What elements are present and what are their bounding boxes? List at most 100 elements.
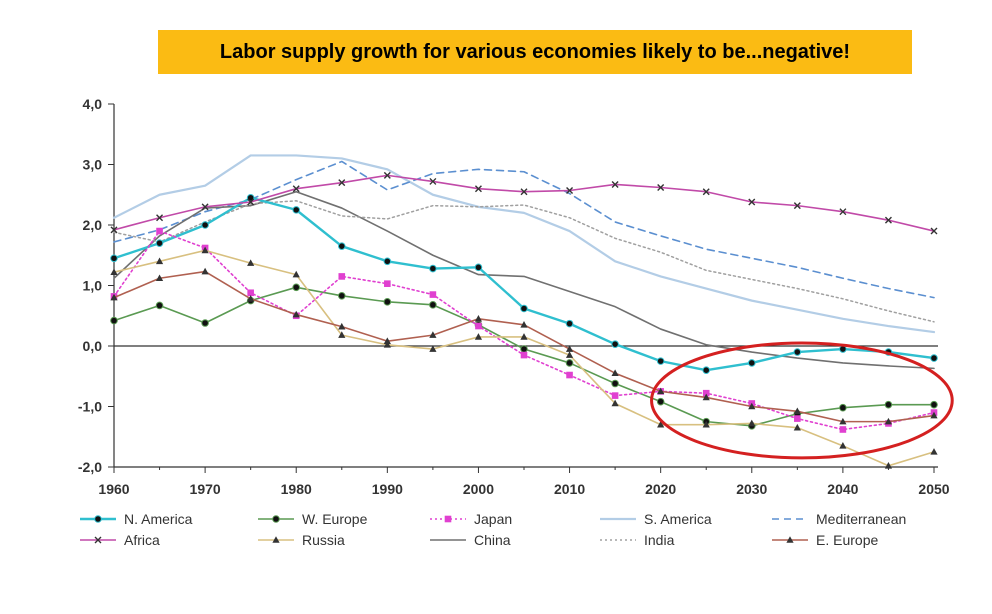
data-point	[930, 400, 938, 409]
data-point	[566, 187, 574, 195]
data-point	[793, 407, 801, 415]
data-point	[565, 351, 574, 358]
data-point	[110, 254, 118, 263]
x-tick-label: 1990	[372, 481, 403, 497]
data-point	[520, 321, 528, 328]
legend-label: Mediterranean	[816, 511, 906, 527]
x-tick-label: 2010	[554, 481, 585, 497]
data-point	[793, 202, 801, 210]
data-point	[839, 417, 847, 425]
y-tick-label: -1,0	[78, 399, 102, 415]
series-e-europe	[110, 267, 938, 425]
x-tick-label: 2000	[463, 481, 494, 497]
series-n-america	[110, 193, 938, 375]
data-point	[338, 179, 346, 187]
data-point	[338, 331, 346, 338]
data-point	[292, 310, 300, 318]
data-point	[429, 177, 437, 185]
data-point	[520, 351, 528, 359]
legend-item: N. America	[80, 511, 193, 527]
data-point	[702, 393, 710, 401]
data-point	[930, 227, 938, 235]
x-tick-label: 2030	[736, 481, 767, 497]
data-point	[155, 274, 164, 282]
data-point	[747, 359, 756, 367]
data-point	[474, 314, 483, 322]
data-point	[656, 397, 665, 406]
data-point	[429, 331, 437, 338]
data-point	[702, 366, 711, 375]
series-line	[113, 174, 935, 232]
x-tick-label: 2020	[645, 481, 676, 497]
data-point	[155, 301, 164, 310]
data-point	[748, 198, 756, 206]
data-point	[930, 448, 938, 455]
data-point	[475, 322, 482, 330]
data-point	[520, 304, 528, 313]
y-tick-label: 3,0	[83, 157, 103, 173]
data-point	[429, 345, 437, 352]
data-point	[110, 316, 118, 325]
y-tick-label: 4,0	[83, 96, 103, 112]
data-point	[930, 411, 938, 419]
legend-item: Russia	[258, 532, 345, 548]
y-tick-label: 1,0	[83, 278, 103, 294]
data-point	[429, 291, 437, 298]
data-point	[793, 423, 801, 431]
data-point	[429, 301, 437, 309]
data-point	[839, 442, 847, 449]
data-point	[444, 515, 452, 523]
data-point	[930, 354, 938, 362]
data-point	[839, 208, 847, 216]
data-point	[520, 188, 528, 196]
data-point	[383, 298, 392, 306]
data-point	[383, 171, 391, 179]
data-point	[292, 206, 301, 214]
data-point	[884, 400, 893, 409]
data-point	[884, 216, 892, 224]
data-point	[474, 263, 483, 272]
legend-label: China	[474, 532, 511, 548]
data-point	[94, 515, 102, 523]
highlight-ellipse	[650, 341, 954, 460]
legend-label: Africa	[124, 532, 160, 548]
legend-item: S. America	[600, 511, 712, 527]
series-line	[113, 190, 935, 370]
x-tick-label: 1980	[281, 481, 312, 497]
data-point	[611, 392, 619, 399]
data-point	[247, 289, 254, 297]
data-point	[110, 293, 118, 301]
data-point	[156, 214, 164, 222]
data-point	[110, 268, 118, 275]
legend-label: E. Europe	[816, 532, 878, 548]
title-banner: Labor supply growth for various economie…	[158, 30, 912, 74]
legend-item: Africa	[80, 532, 160, 548]
data-point	[383, 337, 391, 344]
y-tick-label: 0,0	[83, 338, 103, 354]
data-point	[702, 389, 710, 397]
data-point	[94, 536, 102, 544]
data-point	[565, 359, 574, 367]
data-point	[474, 185, 482, 193]
series-line	[112, 154, 936, 334]
data-point	[657, 420, 665, 428]
data-point	[611, 340, 619, 348]
data-point	[247, 259, 255, 266]
legend-label: W. Europe	[302, 511, 368, 527]
data-point	[702, 188, 710, 196]
legend-item: E. Europe	[772, 532, 878, 548]
data-point	[384, 280, 391, 287]
series-line	[113, 200, 935, 323]
data-point	[520, 345, 528, 353]
x-tick-label: 1960	[98, 481, 129, 497]
data-point	[565, 319, 574, 328]
data-point	[201, 319, 209, 327]
y-tick-label: -2,0	[78, 459, 102, 475]
data-point	[611, 180, 619, 188]
data-point	[702, 420, 710, 428]
data-point	[657, 183, 665, 191]
data-point	[272, 536, 280, 543]
data-point	[338, 322, 346, 330]
slide-title: Labor supply growth for various economie…	[219, 40, 851, 63]
data-point	[611, 399, 619, 407]
